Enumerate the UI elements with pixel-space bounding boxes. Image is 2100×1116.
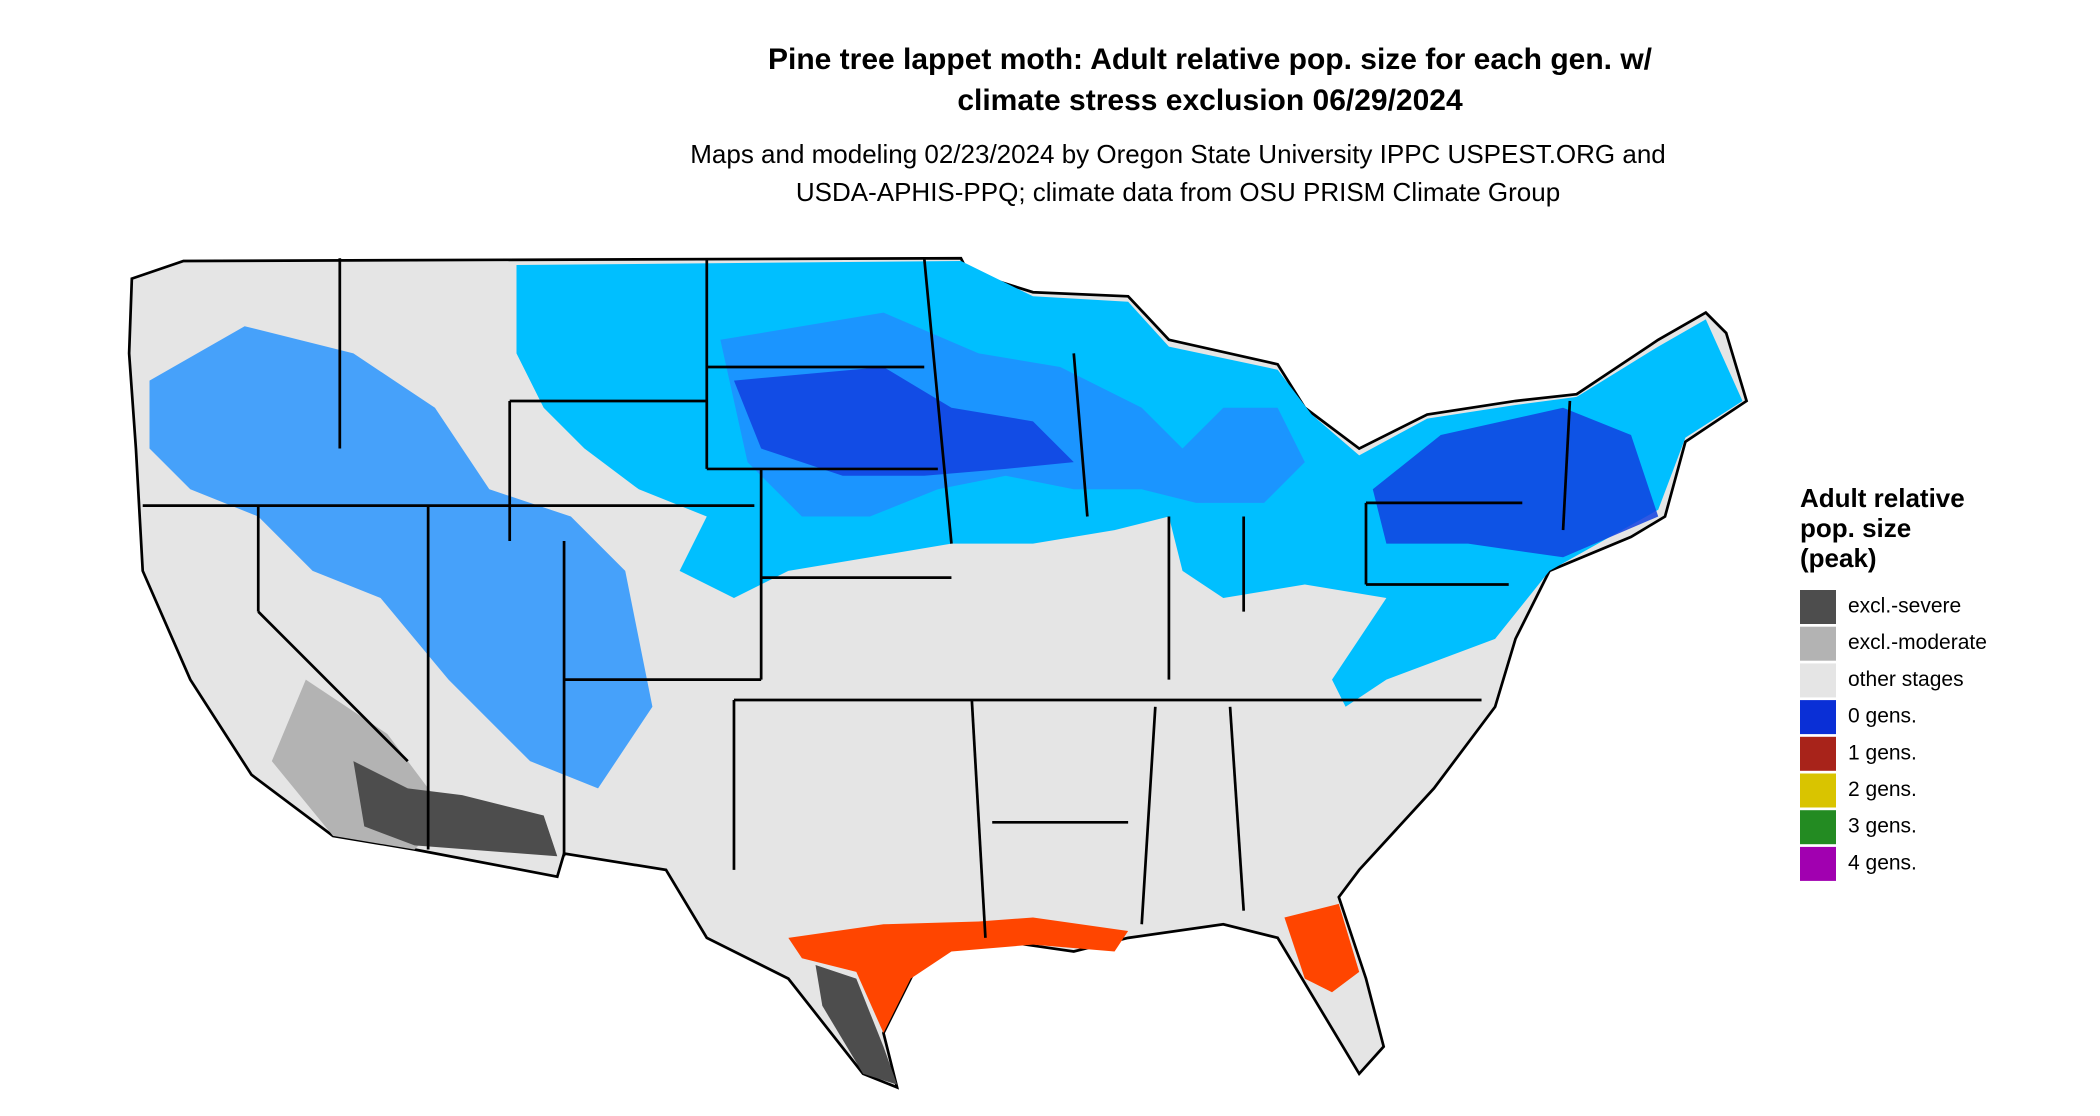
- excl-severe-region: [815, 965, 898, 1085]
- legend-swatch: [1800, 810, 1836, 845]
- dark-blue-region: [733, 366, 1074, 476]
- legend-swatch: [1800, 846, 1836, 881]
- blue-region: [149, 326, 653, 789]
- us-map: [127, 256, 1749, 1090]
- legend-label: 3 gens.: [1848, 815, 1917, 838]
- state-border: [970, 699, 987, 938]
- subtitle-line: USDA-APHIS-PPQ; climate data from OSU PR…: [796, 177, 1560, 207]
- legend-swatch: [1800, 663, 1836, 698]
- state-border: [922, 258, 953, 544]
- legend-swatch: [1800, 700, 1836, 735]
- legend-title: (peak): [1800, 543, 1877, 573]
- title-line: Pine tree lappet moth: Adult relative po…: [768, 43, 1653, 76]
- state-border: [1072, 353, 1089, 517]
- legend-swatch: [1800, 626, 1836, 661]
- state-border: [1561, 400, 1572, 531]
- legend-title: pop. size: [1800, 513, 1911, 543]
- state-border: [257, 610, 409, 763]
- legend-label: excl.-severe: [1848, 595, 1961, 618]
- legend-label: 4 gens.: [1848, 851, 1917, 874]
- dark-blue-region: [1372, 407, 1659, 558]
- legend-label: 1 gens.: [1848, 741, 1917, 764]
- one-gen-region: [1284, 903, 1360, 993]
- subtitle-line: Maps and modeling 02/23/2024 by Oregon S…: [690, 139, 1666, 169]
- legend-swatch: [1800, 736, 1836, 771]
- state-borders: [142, 258, 1572, 938]
- legend-title: Adult relative: [1800, 483, 1965, 513]
- state-border: [1140, 706, 1157, 925]
- one-gen-region: [788, 917, 1129, 1033]
- legend-label: 2 gens.: [1848, 778, 1917, 801]
- title-line: climate stress exclusion 06/29/2024: [957, 84, 1463, 117]
- excl-severe-region: [353, 761, 558, 857]
- legend-label: other stages: [1848, 668, 1964, 691]
- legend-swatch: [1800, 590, 1836, 624]
- legend-label: excl.-moderate: [1848, 631, 1987, 654]
- legend-label: 0 gens.: [1848, 705, 1917, 728]
- legend-swatch: [1800, 773, 1836, 808]
- state-border: [1228, 706, 1246, 911]
